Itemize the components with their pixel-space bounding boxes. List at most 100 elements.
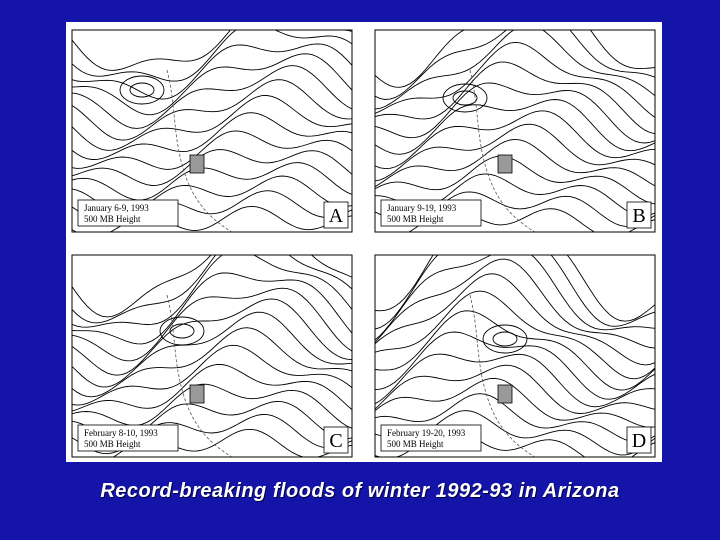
panel-subtitle: 500 MB Height (84, 214, 141, 224)
contour-line (375, 30, 655, 110)
contour-line (375, 377, 655, 428)
letter-frame (626, 201, 652, 229)
contour-line (72, 53, 352, 116)
closed-contour (159, 316, 205, 346)
panel-date: February 19-20, 1993 (387, 428, 466, 438)
contour-line (112, 428, 352, 457)
contours (72, 255, 352, 457)
closed-contour (129, 82, 155, 98)
contours (375, 30, 655, 232)
closed-contour (442, 83, 488, 113)
contour-line (72, 383, 352, 429)
contour-line (72, 79, 352, 141)
letter-frame (323, 201, 349, 229)
contours (375, 255, 655, 457)
contour-line (375, 30, 655, 100)
contour-line (72, 414, 352, 455)
map-frame (374, 29, 656, 233)
contour-line (72, 162, 352, 201)
contour-line (72, 205, 352, 232)
contour-line (72, 30, 352, 82)
contour-line (375, 82, 655, 144)
arizona-region (189, 384, 205, 404)
contour-line (72, 255, 352, 318)
contour-line (375, 30, 655, 88)
contours (72, 30, 352, 232)
contour-line (72, 344, 352, 406)
contour-line (72, 30, 352, 71)
panel-subtitle: 500 MB Height (387, 214, 444, 224)
panel-subtitle: 500 MB Height (84, 439, 141, 449)
contour-line (375, 41, 655, 119)
arizona-region (497, 154, 513, 174)
contour-line (375, 273, 655, 366)
contour-line (375, 290, 655, 380)
contour-line (375, 353, 655, 408)
contour-line (72, 112, 352, 160)
closed-contour (452, 90, 478, 106)
contour-line (72, 272, 352, 345)
closed-contour (482, 324, 528, 354)
letter-frame (626, 426, 652, 454)
map-frame (374, 254, 656, 458)
panel-subtitle: 500 MB Height (387, 439, 444, 449)
contour-line (72, 363, 352, 412)
panel-letter: C (329, 430, 342, 452)
contour-line (72, 298, 352, 376)
label-frame (77, 424, 179, 452)
map-frame (71, 29, 353, 233)
coastline (166, 294, 233, 457)
coastline (166, 69, 233, 232)
contour-line (72, 130, 352, 170)
figure: January 6-9, 1993 500 MB Height A January 9… (66, 22, 662, 462)
contour-line (375, 255, 655, 330)
contour-line (375, 255, 655, 322)
letter-frame (323, 426, 349, 454)
caption: Record-breaking floods of winter 1992-93… (100, 480, 620, 502)
closed-contour (119, 75, 165, 105)
contour-line (375, 331, 655, 400)
label-frame (77, 199, 179, 227)
contour-line (375, 255, 655, 341)
panel-date: January 9-19, 1993 (387, 203, 457, 213)
arizona-region (189, 154, 205, 174)
contour-line (375, 110, 655, 170)
contour-line (375, 138, 655, 188)
contour-line (72, 287, 352, 362)
panel-date: February 8-10, 1993 (84, 428, 158, 438)
panel-letter: B (632, 205, 645, 227)
coastline (469, 69, 536, 232)
panel-date: January 6-9, 1993 (84, 203, 149, 213)
contour-line (375, 393, 655, 443)
contour-line (375, 61, 655, 135)
arizona-region (497, 384, 513, 404)
contour-line (72, 311, 352, 388)
contour-line (375, 258, 655, 349)
contour-line (375, 155, 655, 205)
contour-line (72, 255, 352, 328)
contour-line (375, 123, 655, 182)
coastline (469, 294, 536, 457)
label-frame (380, 199, 482, 227)
label-frame (380, 424, 482, 452)
map-frame (71, 254, 353, 458)
contour-line (375, 364, 655, 414)
contour-line (72, 65, 352, 129)
closed-contour (169, 323, 195, 339)
contour-line (72, 95, 352, 151)
contour-line (72, 255, 352, 324)
contour-line (72, 43, 352, 100)
panel-letter: D (632, 430, 646, 452)
panel-letter: A (329, 205, 344, 227)
contour-line (375, 99, 655, 155)
